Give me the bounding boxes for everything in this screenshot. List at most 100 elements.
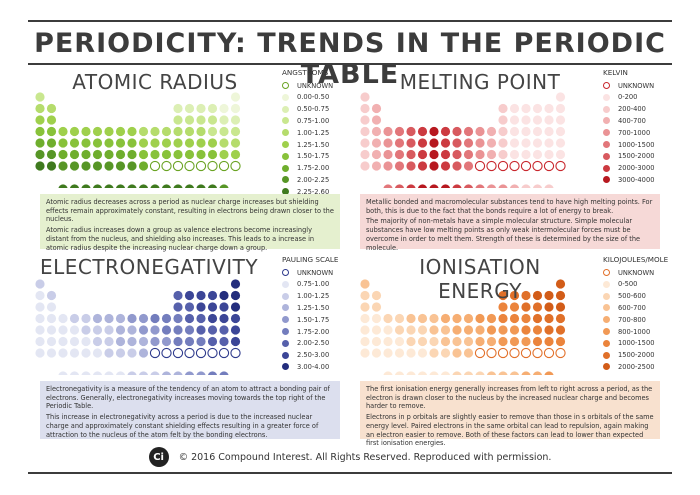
electronegativity-table — [35, 279, 241, 375]
element-dot — [161, 336, 172, 347]
element-dot — [173, 184, 183, 188]
legend-item: 1.00-1.25 — [282, 291, 329, 302]
element-dot — [474, 347, 486, 359]
element-dot — [371, 103, 382, 114]
element-dot — [196, 325, 206, 335]
element-dot — [173, 138, 183, 148]
legend-swatch — [603, 176, 610, 184]
element-dot — [429, 313, 439, 324]
element-dot — [230, 149, 241, 160]
element-dot — [184, 347, 195, 359]
element-dot — [360, 103, 370, 114]
legend-label: UNKNOWN — [297, 81, 334, 90]
element-dot — [555, 290, 566, 301]
element-dot — [138, 313, 149, 324]
element-dot — [429, 149, 439, 160]
element-dot — [81, 138, 91, 148]
element-dot — [149, 160, 161, 172]
element-dot — [219, 371, 229, 375]
element-dot — [46, 103, 57, 114]
element-dot — [440, 325, 451, 335]
element-dot — [173, 149, 183, 160]
element-dot — [509, 138, 520, 148]
legend-label: 0.00-0.50 — [297, 93, 330, 102]
legend-swatch — [603, 117, 610, 125]
element-dot — [81, 336, 91, 347]
element-dot — [521, 138, 531, 148]
legend-title: KELVIN — [603, 68, 628, 77]
element-dot — [509, 302, 520, 312]
legend-swatch — [603, 316, 610, 324]
element-dot — [521, 115, 531, 125]
element-dot — [532, 336, 543, 347]
element-dot — [70, 184, 79, 188]
legend-swatch — [282, 176, 289, 184]
element-dot — [173, 290, 183, 301]
element-dot — [544, 126, 554, 137]
melting-point-title: MELTING POINT — [399, 70, 561, 94]
legend-swatch — [282, 363, 289, 371]
element-dot — [555, 92, 566, 102]
element-dot — [463, 348, 474, 358]
legend-item: UNKNOWN — [603, 80, 654, 91]
description-paragraph: Electrons in p orbitals are slightly eas… — [366, 413, 654, 448]
legend-swatch — [603, 292, 610, 300]
element-dot — [555, 115, 566, 125]
element-dot — [127, 126, 137, 137]
element-dot — [475, 184, 485, 188]
element-dot — [230, 126, 241, 137]
legend-label: UNKNOWN — [618, 81, 655, 90]
element-dot — [452, 184, 462, 188]
element-dot — [104, 348, 114, 358]
element-dot — [440, 336, 451, 347]
element-dot — [486, 126, 497, 137]
element-dot — [429, 126, 439, 137]
footer-rule — [28, 472, 672, 474]
element-dot — [173, 115, 183, 125]
element-dot — [475, 126, 485, 137]
element-dot — [544, 313, 554, 324]
element-dot — [486, 160, 497, 172]
element-dot — [521, 313, 531, 324]
element-dot — [173, 325, 183, 335]
description-paragraph: Atomic radius decreases across a period … — [46, 198, 334, 224]
legend-label: 1.50-1.75 — [297, 315, 330, 324]
description-paragraph: Metallic bonded and macromolecular subst… — [366, 198, 653, 215]
element-dot — [184, 115, 195, 125]
legend-swatch — [282, 141, 289, 148]
element-dot — [207, 302, 218, 312]
legend-label: 1.75-2.00 — [297, 327, 330, 336]
element-dot — [207, 103, 218, 114]
electronegativity-description: Electronegativity is a measure of the te… — [40, 381, 340, 439]
legend-swatch — [282, 152, 289, 160]
element-dot — [521, 336, 531, 347]
legend-swatch — [282, 351, 289, 359]
element-dot — [46, 348, 57, 358]
element-dot — [104, 161, 114, 171]
element-dot — [104, 138, 114, 148]
element-dot — [127, 161, 137, 171]
element-dot — [544, 325, 554, 335]
element-dot — [418, 371, 427, 375]
element-dot — [429, 348, 439, 358]
element-dot — [69, 336, 80, 347]
element-dot — [35, 348, 45, 358]
element-dot — [532, 347, 543, 359]
element-dot — [486, 313, 497, 324]
element-dot — [383, 348, 393, 358]
element-dot — [230, 103, 241, 114]
element-dot — [544, 336, 554, 347]
element-dot — [184, 336, 195, 347]
element-dot — [371, 126, 382, 137]
element-dot — [208, 184, 217, 188]
element-dot — [58, 126, 68, 137]
legend-label: 200-400 — [618, 105, 646, 114]
element-dot — [35, 290, 45, 301]
element-dot — [115, 126, 126, 137]
element-dot — [544, 371, 554, 375]
element-dot — [440, 348, 451, 358]
legend-label: 400-700 — [618, 116, 646, 125]
element-dot — [104, 325, 114, 335]
element-dot — [475, 138, 485, 148]
element-dot — [429, 161, 439, 171]
